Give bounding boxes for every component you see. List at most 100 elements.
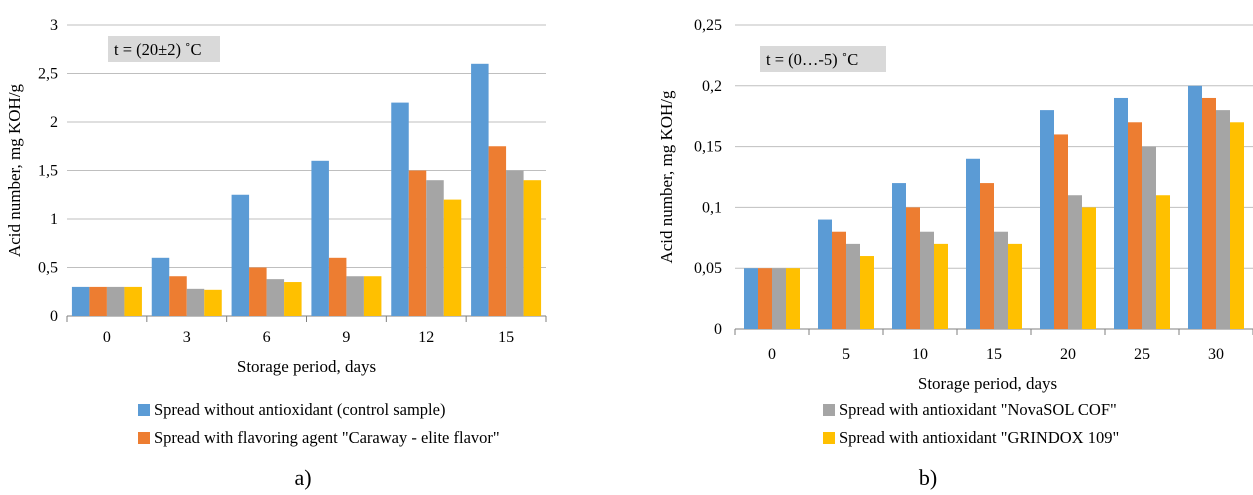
bar [1040, 110, 1054, 330]
x-tick-label: 25 [1134, 346, 1150, 363]
panel-label-a: a) [294, 465, 311, 490]
bar [363, 276, 382, 316]
legend-swatch-control [138, 404, 150, 416]
bar [488, 146, 507, 316]
bar [758, 268, 772, 329]
y-tick-label: 0,2 [702, 78, 722, 95]
y-tick-label: 1,5 [38, 163, 58, 180]
bar [1054, 134, 1068, 329]
bar [934, 243, 948, 329]
bar [1156, 195, 1170, 329]
legend-label-novasol: Spread with antioxidant "NovaSOL COF" [839, 400, 1117, 419]
bar [1128, 122, 1142, 329]
bar [89, 286, 107, 316]
bar [1188, 85, 1202, 329]
x-tick-label: 12 [418, 329, 434, 346]
bar [186, 288, 205, 316]
bar [832, 231, 846, 329]
chart-b: 0 0,05 0,1 0,15 0,2 0,25 0 5 10 15 20 25 30 Storage p… [657, 17, 1253, 393]
bar [1008, 243, 1022, 329]
bar [443, 199, 462, 316]
legend-swatch-novasol [823, 404, 835, 416]
bar [1114, 97, 1128, 330]
bar [1202, 97, 1216, 330]
bar [772, 268, 786, 329]
x-tick-label: 0 [103, 329, 111, 346]
bar [1216, 110, 1230, 330]
x-axis-title: Storage period, days [237, 357, 376, 376]
y-tick-label: 0 [714, 321, 722, 338]
y-tick-label: 0,05 [694, 260, 722, 277]
legend-label-control: Spread without antioxidant (control samp… [154, 400, 445, 419]
bar [106, 286, 125, 316]
y-axis-title: Acid number, mg KOH/g [657, 90, 676, 264]
bar [328, 257, 347, 316]
bar [1082, 207, 1096, 329]
bar [151, 257, 170, 316]
bar [266, 279, 285, 316]
legend-label-grindox: Spread with antioxidant "GRINDOX 109" [839, 428, 1119, 447]
bar [284, 282, 302, 316]
bar [920, 231, 934, 329]
y-tick-label: 0,25 [694, 17, 722, 34]
bar [906, 207, 920, 329]
bar [818, 219, 832, 329]
y-tick-label: 0,1 [702, 199, 722, 216]
bar [124, 286, 142, 316]
x-tick-label: 10 [912, 346, 928, 363]
bar [169, 276, 187, 316]
bar [860, 256, 874, 329]
x-tick-label: 3 [183, 329, 191, 346]
bar [846, 243, 860, 329]
bar [1230, 122, 1244, 329]
bar [249, 267, 267, 316]
annotation-text: t = (0…-5) ˚C [766, 50, 858, 69]
bar [506, 170, 524, 316]
bar [346, 276, 364, 316]
x-tick-label: 20 [1060, 346, 1076, 363]
legend-swatch-caraway [138, 432, 150, 444]
x-tick-label: 15 [986, 346, 1002, 363]
y-tick-label: 3 [50, 17, 58, 34]
y-tick-label: 0 [50, 308, 58, 325]
bar [980, 183, 994, 329]
legend-swatch-grindox [823, 432, 835, 444]
x-axis-title: Storage period, days [918, 374, 1057, 393]
x-tick-label: 6 [263, 329, 271, 346]
bar [892, 183, 906, 329]
panel-label-b: b) [919, 465, 937, 490]
y-tick-label: 2 [50, 114, 58, 131]
legend-label-caraway: Spread with flavoring agent "Caraway - e… [154, 428, 500, 447]
bar [391, 102, 409, 316]
chart-a: 0 0,5 1 1,5 2 2,5 3 0 3 6 9 12 15 Storage period, day… [5, 17, 547, 376]
bar [1142, 146, 1156, 329]
y-axis-title: Acid number, mg KOH/g [5, 83, 24, 257]
y-tick-label: 1 [50, 211, 58, 228]
bar [523, 180, 542, 316]
bar [204, 289, 222, 316]
bar [786, 268, 800, 329]
annotation-box [760, 46, 886, 72]
bar [426, 180, 444, 316]
x-tick-label: 9 [342, 329, 350, 346]
annotation-box [108, 36, 220, 62]
bar [1068, 195, 1082, 329]
bar [408, 170, 427, 316]
bar [311, 160, 329, 316]
x-tick-label: 30 [1208, 346, 1224, 363]
bar [231, 194, 250, 316]
bar [471, 63, 489, 316]
y-tick-label: 0,15 [694, 139, 722, 156]
x-tick-label: 0 [768, 346, 776, 363]
x-tick-label: 5 [842, 346, 850, 363]
bar [71, 286, 90, 316]
x-tick-label: 15 [498, 329, 514, 346]
annotation-text: t = (20±2) ˚C [114, 40, 202, 59]
legend: Spread without antioxidant (control samp… [138, 400, 1119, 447]
y-tick-label: 2,5 [38, 66, 58, 83]
bar [744, 268, 758, 329]
bar [966, 158, 980, 329]
bar [994, 231, 1008, 329]
y-tick-label: 0,5 [38, 260, 58, 277]
